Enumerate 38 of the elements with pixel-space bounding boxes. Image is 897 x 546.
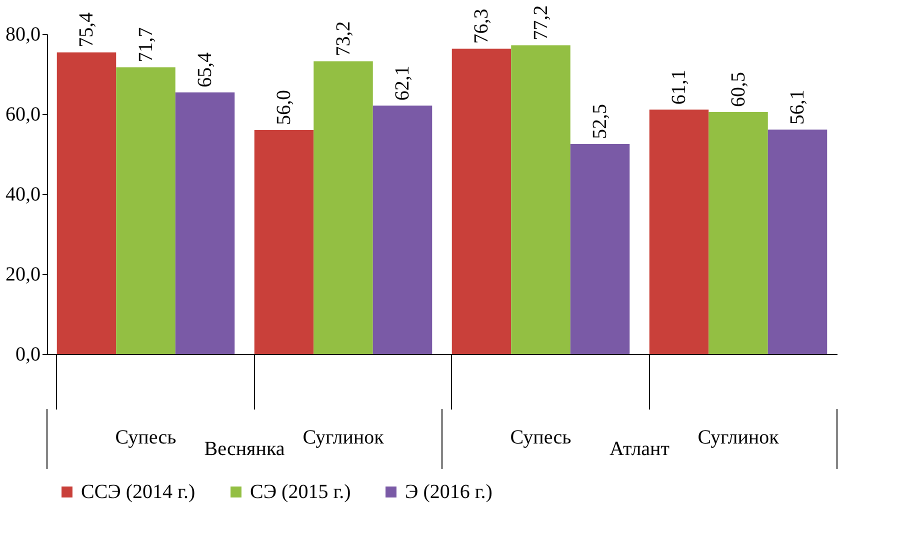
legend-label: Э (2016 г.) <box>405 481 492 503</box>
data-label: 60,5 <box>727 72 750 107</box>
data-label: 52,5 <box>589 104 611 139</box>
bar <box>768 130 828 354</box>
text: Атлант <box>610 438 670 460</box>
bar <box>708 112 768 354</box>
x-tick-label: Суглинок <box>698 426 780 448</box>
bar <box>452 48 512 354</box>
data-label: 77,2 <box>530 5 552 40</box>
data-label: 56,0 <box>273 90 295 125</box>
bar <box>56 52 116 354</box>
data-label: 71,7 <box>134 27 157 62</box>
bar <box>372 106 432 354</box>
y-tick-label: 20,0 <box>6 264 40 286</box>
bar <box>649 110 709 354</box>
bar <box>116 67 176 354</box>
data-label: 62,1 <box>392 66 414 101</box>
data-label: 65,4 <box>194 52 216 88</box>
bar <box>314 61 373 354</box>
x-tick-label: Супесь <box>510 426 572 448</box>
text: Веснянка <box>204 438 285 460</box>
legend-label: СЭ (2015 г.) <box>250 481 351 503</box>
y-tick-label: 40,0 <box>6 184 40 206</box>
y-tick-label: 0,0 <box>16 344 40 366</box>
x-tick-label: Супесь <box>115 426 176 448</box>
data-label: 76,3 <box>470 8 492 44</box>
data-label: 56,1 <box>786 90 808 125</box>
bar <box>570 144 630 354</box>
data-label: 75,4 <box>76 12 98 48</box>
data-label: 73,2 <box>332 21 354 56</box>
bar <box>511 45 570 354</box>
data-label: 61,1 <box>668 70 690 105</box>
bar <box>254 130 314 354</box>
y-tick-label: 80,0 <box>6 24 40 46</box>
bar <box>175 92 235 354</box>
x-tick-label: Суглинок <box>302 426 384 448</box>
legend-label: ССЭ (2014 г.) <box>81 481 196 503</box>
y-tick-label: 60,0 <box>6 104 40 126</box>
